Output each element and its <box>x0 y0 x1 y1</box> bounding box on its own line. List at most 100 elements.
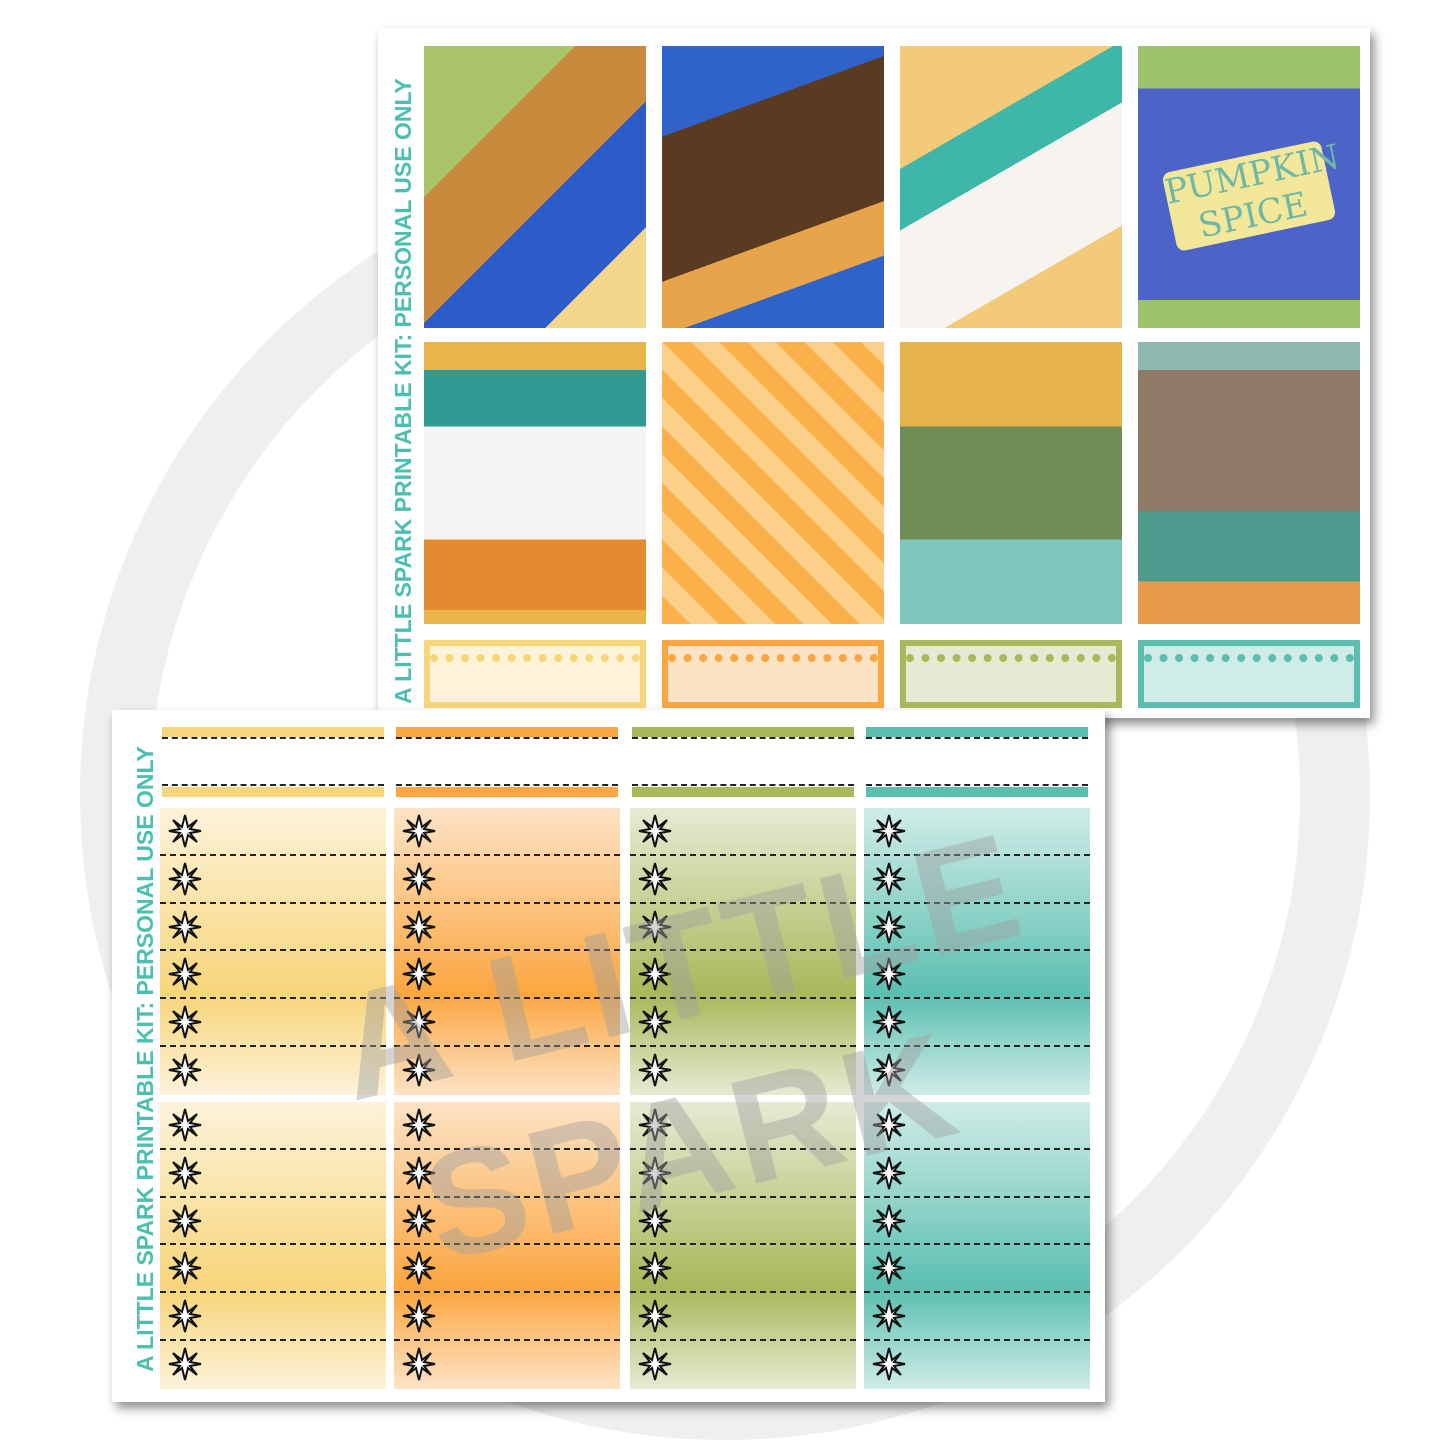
checklist-row[interactable] <box>864 808 1090 856</box>
label-box <box>424 640 646 708</box>
checklist-row[interactable] <box>160 808 386 856</box>
checklist-row[interactable] <box>160 1198 386 1246</box>
sparkle-star-icon <box>638 1053 672 1087</box>
checklist-box <box>160 808 386 1095</box>
checklist-row[interactable] <box>630 856 856 904</box>
checklist-row[interactable] <box>160 904 386 952</box>
checklist-row[interactable] <box>160 856 386 904</box>
checklist-row[interactable] <box>864 1245 1090 1294</box>
checklist-row[interactable] <box>630 999 856 1047</box>
checklist-box <box>864 808 1090 1095</box>
checklist-row[interactable] <box>394 1150 620 1198</box>
checklist-row[interactable] <box>864 951 1090 1000</box>
sparkle-star-icon <box>638 1347 672 1381</box>
checklist-box <box>630 1102 856 1389</box>
sparkle-star-icon <box>402 1108 436 1142</box>
sparkle-star-icon <box>168 958 202 991</box>
checklist-row[interactable] <box>160 1245 386 1294</box>
sparkle-star-icon <box>168 1156 202 1190</box>
dashed-line <box>866 737 1088 739</box>
dashed-line <box>162 784 384 786</box>
checklist-row[interactable] <box>160 999 386 1047</box>
checklist-row[interactable] <box>160 1341 386 1389</box>
illustration-tile-outdoor-fireplace <box>1138 342 1360 624</box>
sparkle-star-icon <box>638 958 672 991</box>
header-strip <box>162 787 384 797</box>
header-strip <box>866 727 1088 737</box>
checklist-row[interactable] <box>864 1150 1090 1198</box>
checklist-row[interactable] <box>630 1102 856 1150</box>
checklist-row[interactable] <box>394 951 620 1000</box>
checklist-row[interactable] <box>160 1047 386 1095</box>
sticker-sheet-top: A LITTLE SPARK PRINTABLE KIT: PERSONAL U… <box>378 28 1370 718</box>
checklist-row[interactable] <box>394 1293 620 1341</box>
sparkle-star-icon <box>872 1204 906 1237</box>
illustration-tile-book-stack <box>424 342 646 624</box>
checklist-row[interactable] <box>864 1341 1090 1389</box>
checklist-row[interactable] <box>630 1245 856 1294</box>
checklist-row[interactable] <box>864 1047 1090 1095</box>
sparkle-star-icon <box>638 1204 672 1237</box>
checklist-row[interactable] <box>160 1150 386 1198</box>
sparkle-star-icon <box>872 958 906 991</box>
checklist-row[interactable] <box>630 1341 856 1389</box>
checklist-row[interactable] <box>630 1047 856 1095</box>
checklist-row[interactable] <box>864 856 1090 904</box>
sparkle-star-icon <box>872 1108 906 1142</box>
checklist-row[interactable] <box>864 1198 1090 1246</box>
illustration-tile-candle: PUMPKIN SPICE <box>1138 46 1360 328</box>
illustration-tile-coffee-donuts <box>662 46 884 328</box>
checklist-row[interactable] <box>630 808 856 856</box>
checklist-row[interactable] <box>394 1245 620 1294</box>
sparkle-star-icon <box>168 1252 202 1285</box>
sheet-label: A LITTLE SPARK PRINTABLE KIT: PERSONAL U… <box>390 78 416 704</box>
checklist-row[interactable] <box>630 1150 856 1198</box>
sparkle-star-icon <box>872 862 906 896</box>
checklist-row[interactable] <box>394 1102 620 1150</box>
sparkle-star-icon <box>168 1053 202 1087</box>
illustration-tile-fall-outfit <box>424 46 646 328</box>
sparkle-star-icon <box>872 814 906 848</box>
checklist-row[interactable] <box>160 1293 386 1341</box>
dashed-line <box>632 784 854 786</box>
sparkle-star-icon <box>638 1156 672 1190</box>
checklist-row[interactable] <box>394 1198 620 1246</box>
checklist-row[interactable] <box>864 1102 1090 1150</box>
checklist-box <box>864 1102 1090 1389</box>
sparkle-star-icon <box>402 958 436 991</box>
checklist-row[interactable] <box>864 1293 1090 1341</box>
sparkle-star-icon <box>402 1347 436 1381</box>
sheet-label: A LITTLE SPARK PRINTABLE KIT: PERSONAL U… <box>132 746 158 1372</box>
header-strip <box>866 787 1088 797</box>
illustration-tile-book-glasses <box>900 46 1122 328</box>
header-strip <box>632 727 854 737</box>
checklist-row[interactable] <box>630 1293 856 1341</box>
checklist-row[interactable] <box>394 1047 620 1095</box>
sparkle-star-icon <box>402 814 436 848</box>
sparkle-star-icon <box>402 1053 436 1087</box>
checklist-row[interactable] <box>160 951 386 1000</box>
checklist-row[interactable] <box>394 999 620 1047</box>
sparkle-star-icon <box>638 1005 672 1039</box>
checklist-row[interactable] <box>160 1102 386 1150</box>
checklist-row[interactable] <box>394 1341 620 1389</box>
checklist-row[interactable] <box>394 904 620 952</box>
checklist-row[interactable] <box>630 904 856 952</box>
dashed-line <box>866 784 1088 786</box>
header-strip <box>632 787 854 797</box>
checklist-row[interactable] <box>394 856 620 904</box>
sparkle-star-icon <box>638 1108 672 1142</box>
sparkle-star-icon <box>872 1005 906 1039</box>
checklist-box <box>630 808 856 1095</box>
sparkle-star-icon <box>168 862 202 896</box>
sparkle-star-icon <box>872 1347 906 1381</box>
checklist-row[interactable] <box>630 951 856 1000</box>
checklist-row[interactable] <box>864 999 1090 1047</box>
checklist-row[interactable] <box>394 808 620 856</box>
illustration-tile-plaid-frames <box>662 342 884 624</box>
sparkle-star-icon <box>402 910 436 943</box>
checklist-box <box>160 1102 386 1389</box>
checklist-row[interactable] <box>864 904 1090 952</box>
checklist-row[interactable] <box>630 1198 856 1246</box>
checklist-box <box>394 808 620 1095</box>
